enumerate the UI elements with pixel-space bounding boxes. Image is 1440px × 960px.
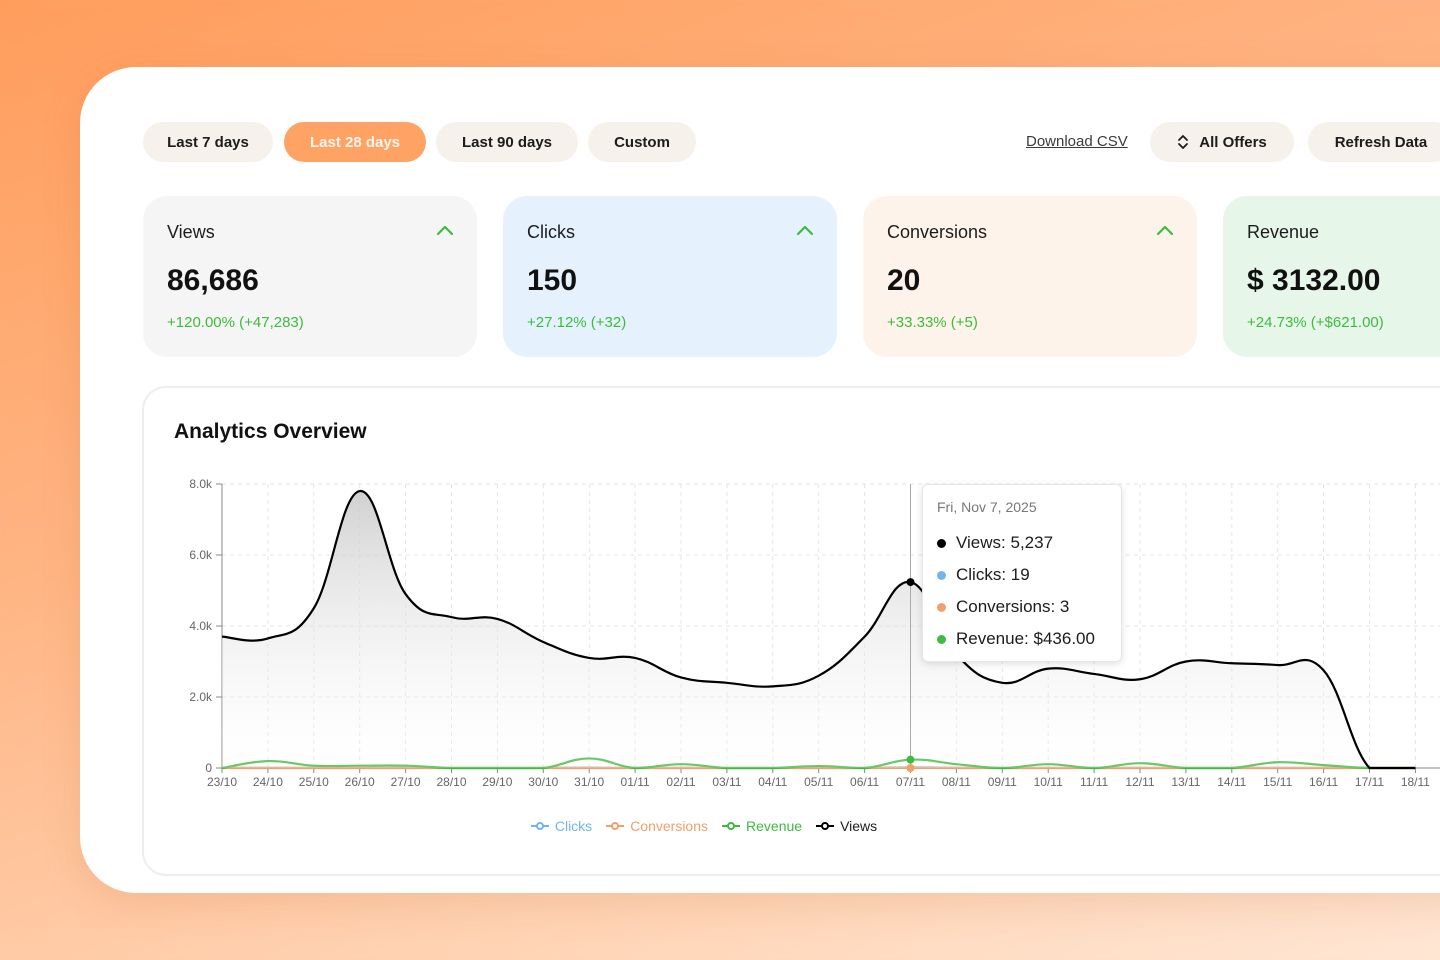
views-label: Views bbox=[167, 222, 215, 242]
panel-title: Analytics Overview bbox=[174, 420, 367, 443]
chevron-up-icon bbox=[796, 225, 814, 236]
tooltip-conversions: Conversions: 3 bbox=[956, 597, 1070, 616]
views-series-line bbox=[221, 490, 1416, 770]
revenue-stat-card[interactable]: Revenue $ 3132.00 +24.73% (+$621.00) bbox=[1223, 196, 1440, 357]
legend-clicks-label: Clicks bbox=[554, 818, 593, 834]
legend-revenue[interactable]: Revenue bbox=[722, 818, 802, 834]
chart-legend: Clicks Conversions Revenue Views bbox=[204, 818, 1204, 834]
revenue-dot-icon bbox=[937, 634, 946, 644]
revenue-label: Revenue bbox=[1247, 222, 1320, 242]
x-tick-label: 12/11 bbox=[1125, 775, 1154, 789]
views-value: 86,686 bbox=[167, 264, 259, 297]
x-tick-label: 24/10 bbox=[253, 775, 283, 789]
y-tick-label: 0 bbox=[205, 761, 212, 775]
revenue-hover-point bbox=[906, 755, 915, 764]
sort-icon bbox=[1178, 135, 1189, 149]
views-area bbox=[222, 491, 1416, 768]
filter-custom[interactable]: Custom bbox=[588, 122, 696, 162]
x-tick-label: 03/11 bbox=[712, 775, 741, 789]
filter-last-90-days[interactable]: Last 90 days bbox=[436, 122, 578, 162]
download-csv-link[interactable]: Download CSV bbox=[1026, 133, 1128, 150]
x-tick-label: 10/11 bbox=[1034, 775, 1063, 789]
x-tick-label: 08/11 bbox=[942, 775, 971, 789]
x-tick-label: 31/10 bbox=[574, 775, 604, 789]
legend-clicks[interactable]: Clicks bbox=[530, 818, 593, 834]
refresh-data-button[interactable]: Refresh Data bbox=[1308, 122, 1440, 162]
conversions-hover-point bbox=[906, 764, 915, 772]
views-delta: +120.00% (+47,283) bbox=[167, 314, 304, 331]
filter-last-28-days[interactable]: Last 28 days bbox=[284, 122, 426, 162]
tooltip-views: Views: 5,237 bbox=[956, 533, 1054, 552]
clicks-delta: +27.12% (+32) bbox=[527, 314, 627, 331]
revenue-delta: +24.73% (+$621.00) bbox=[1247, 314, 1384, 331]
tooltip-revenue: Revenue: $436.00 bbox=[956, 629, 1095, 648]
x-tick-label: 18/11 bbox=[1401, 775, 1430, 789]
revenue-value: $ 3132.00 bbox=[1247, 264, 1381, 297]
x-tick-label: 23/10 bbox=[207, 775, 237, 789]
x-tick-label: 07/11 bbox=[896, 775, 925, 789]
legend-conversions[interactable]: Conversions bbox=[606, 818, 708, 834]
legend-line-icon bbox=[530, 822, 549, 830]
filter-last-7-days[interactable]: Last 7 days bbox=[143, 122, 273, 162]
x-tick-label: 14/11 bbox=[1217, 775, 1246, 789]
conversions-dot-icon bbox=[937, 602, 946, 612]
conversions-value: 20 bbox=[887, 264, 921, 297]
tooltip-views-row: Views: 5,237 bbox=[937, 527, 1107, 559]
x-tick-label: 04/11 bbox=[758, 775, 787, 789]
x-tick-label: 01/11 bbox=[621, 775, 650, 789]
x-tick-label: 30/10 bbox=[528, 775, 558, 789]
x-tick-label: 05/11 bbox=[804, 775, 833, 789]
x-tick-label: 27/10 bbox=[391, 775, 421, 789]
legend-views[interactable]: Views bbox=[816, 818, 877, 834]
x-tick-label: 17/11 bbox=[1355, 775, 1384, 789]
all-offers-label: All Offers bbox=[1199, 133, 1267, 151]
x-tick-label: 25/10 bbox=[299, 775, 329, 789]
conversions-stat-card[interactable]: Conversions 20 +33.33% (+5) bbox=[863, 196, 1197, 357]
tooltip-conversions-row: Conversions: 3 bbox=[937, 591, 1107, 623]
x-tick-label: 28/10 bbox=[436, 775, 466, 789]
legend-line-icon bbox=[816, 822, 835, 830]
legend-revenue-label: Revenue bbox=[746, 818, 803, 834]
chart-tooltip: Fri, Nov 7, 2025 Views: 5,237 Clicks: 19… bbox=[922, 484, 1122, 662]
clicks-stat-card[interactable]: Clicks 150 +27.12% (+32) bbox=[503, 196, 837, 357]
x-tick-label: 13/11 bbox=[1171, 775, 1200, 789]
dashboard-card: Last 7 days Last 28 days Last 90 days Cu… bbox=[80, 67, 1440, 893]
x-tick-label: 09/11 bbox=[988, 775, 1017, 789]
tooltip-date: Fri, Nov 7, 2025 bbox=[937, 499, 1037, 515]
clicks-value: 150 bbox=[527, 264, 578, 297]
legend-line-icon bbox=[722, 822, 741, 830]
clicks-label: Clicks bbox=[527, 222, 575, 242]
all-offers-select[interactable]: All Offers bbox=[1150, 122, 1294, 162]
x-tick-label: 02/11 bbox=[666, 775, 695, 789]
x-tick-label: 15/11 bbox=[1263, 775, 1292, 789]
analytics-panel: Analytics Overview 0 2.0k 4.0k 6.0k 8.0k 23/1… bbox=[142, 386, 1440, 876]
views-hover-point bbox=[906, 578, 915, 587]
tooltip-clicks-row: Clicks: 19 bbox=[937, 559, 1107, 591]
tooltip-clicks: Clicks: 19 bbox=[956, 565, 1030, 584]
x-tick-label: 26/10 bbox=[345, 775, 375, 789]
y-tick-label: 2.0k bbox=[189, 690, 213, 704]
y-tick-label: 8.0k bbox=[189, 477, 213, 491]
x-tick-label: 16/11 bbox=[1309, 775, 1338, 789]
legend-line-icon bbox=[606, 822, 625, 830]
x-tick-label: 06/11 bbox=[850, 775, 879, 789]
x-tick-label: 29/10 bbox=[482, 775, 512, 789]
chevron-up-icon bbox=[1156, 225, 1174, 236]
x-tick-label: 11/11 bbox=[1080, 775, 1109, 789]
conversions-label: Conversions bbox=[887, 222, 988, 242]
analytics-chart[interactable]: 0 2.0k 4.0k 6.0k 8.0k 23/10 24/10 25/10 26/10 27/… bbox=[144, 388, 1440, 874]
y-tick-label: 6.0k bbox=[189, 548, 213, 562]
legend-conversions-label: Conversions bbox=[630, 818, 709, 834]
conversions-delta: +33.33% (+5) bbox=[887, 314, 978, 331]
clicks-dot-icon bbox=[937, 570, 946, 580]
y-tick-label: 4.0k bbox=[189, 619, 213, 633]
views-stat-card[interactable]: Views 86,686 +120.00% (+47,283) bbox=[143, 196, 477, 357]
tooltip-revenue-row: Revenue: $436.00 bbox=[937, 623, 1107, 655]
legend-views-label: Views bbox=[840, 818, 878, 834]
views-dot-icon bbox=[937, 538, 946, 548]
chevron-up-icon bbox=[436, 225, 454, 236]
